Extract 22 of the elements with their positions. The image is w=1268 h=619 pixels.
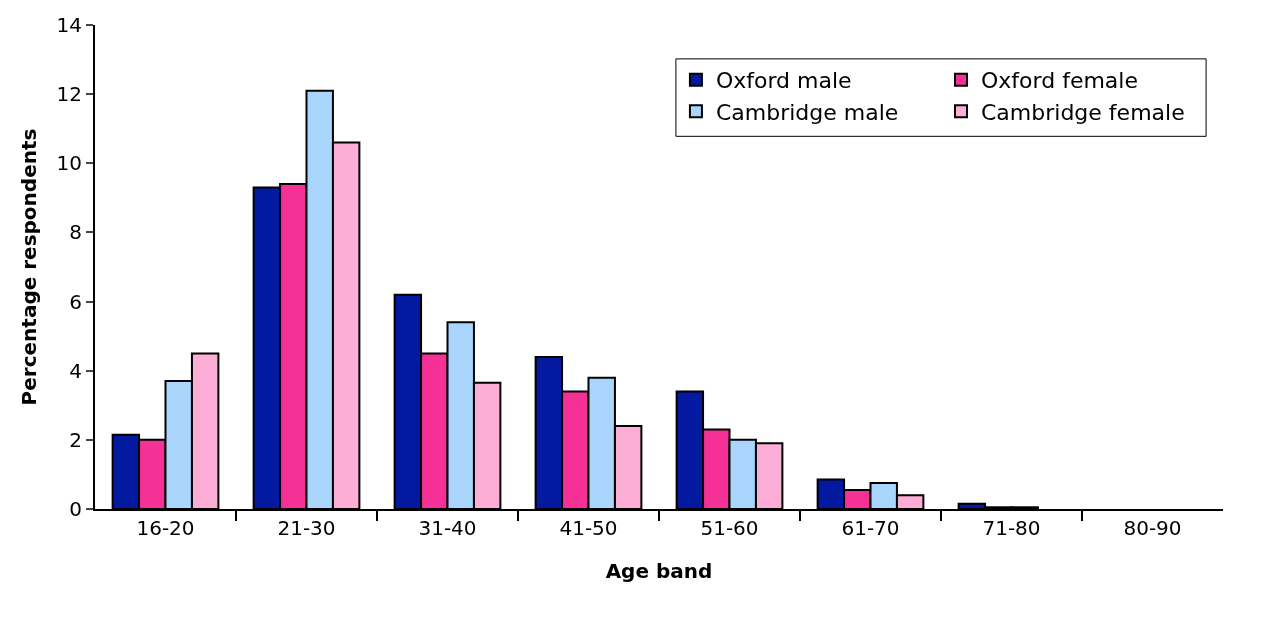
y-axis-title: Percentage respondents xyxy=(16,128,41,406)
y-tick-label: 12 xyxy=(56,82,82,107)
legend-label: Cambridge male xyxy=(715,99,899,125)
y-tick-label: 0 xyxy=(69,497,82,521)
y-tick-label: 10 xyxy=(56,151,82,176)
x-tick-label: 41-50 xyxy=(559,516,618,540)
x-tick-label: 61-70 xyxy=(841,516,900,540)
y-tick-label: 14 xyxy=(56,13,82,37)
x-tick-label: 16-20 xyxy=(136,516,195,540)
x-tick-label: 71-80 xyxy=(982,516,1041,540)
x-tick-label: 51-60 xyxy=(700,516,759,540)
x-tick-label: 31-40 xyxy=(418,516,477,540)
x-tick-label: 80-90 xyxy=(1123,516,1182,540)
legend-label: Cambridge female xyxy=(981,99,1185,125)
y-tick-label: 2 xyxy=(69,427,82,452)
legend-label: Oxford female xyxy=(981,68,1138,94)
legend-label: Oxford male xyxy=(715,68,852,94)
y-tick-label: 8 xyxy=(69,220,82,245)
y-tick-label: 4 xyxy=(69,358,82,383)
x-axis-title: Age band xyxy=(605,559,713,583)
y-tick-label: 6 xyxy=(69,289,82,314)
x-tick-label: 21-30 xyxy=(277,516,336,540)
